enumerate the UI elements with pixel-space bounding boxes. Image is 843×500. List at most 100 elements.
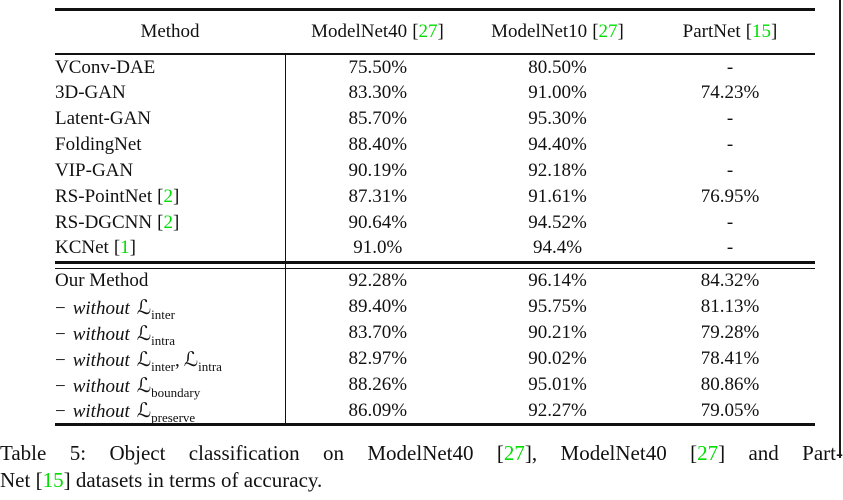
loss-symbol: ℒ [136, 296, 152, 319]
section-divider-rule [55, 260, 815, 269]
value-cell: 96.14% [528, 270, 587, 292]
value-cell: - [726, 212, 734, 233]
table-row: RS-DGCNN [2] 90.64% 94.52% - [55, 210, 815, 236]
header-method: Method [55, 8, 285, 55]
method-cell: − without ℒpreserve [55, 398, 286, 426]
value-cell: - [726, 134, 734, 155]
value-cell: 90.02% [528, 348, 587, 369]
citation: [27] [412, 21, 444, 42]
method-cell: − without ℒboundary [55, 372, 286, 400]
loss-subscript: preserve [151, 409, 196, 425]
ablation-row: − without ℒpreserve 86.09% 92.27% 79.05% [55, 398, 815, 426]
value-cell: 90.64% [348, 212, 408, 233]
value-cell: 79.28% [700, 322, 760, 343]
table-row: RS-PointNet [2] 87.31% 91.61% 76.95% [55, 184, 815, 210]
method-cell: Latent-GAN [55, 106, 286, 132]
ablation-row: − without ℒboundary 88.26% 95.01% 80.86% [55, 372, 815, 398]
minus-prefix: − [55, 297, 66, 319]
table-row: 3D-GAN 83.30% 91.00% 74.23% [55, 80, 815, 106]
value-cell: 88.26% [348, 374, 408, 395]
value-cell: 95.30% [528, 108, 587, 129]
value-cell: 82.97% [348, 348, 408, 369]
method-cell: VConv-DAE [55, 54, 286, 80]
value-cell: 86.09% [285, 398, 470, 426]
table-row: VConv-DAE 75.50% 80.50% - [55, 54, 815, 80]
value-cell: 94.52% [528, 212, 587, 233]
citation-number: 27 [503, 441, 525, 465]
header-modelnet10-label: ModelNet10 [491, 21, 588, 42]
minus-prefix: − [55, 375, 66, 397]
ablation-row: − without ℒinter 89.40% 95.75% 81.13% [55, 294, 815, 320]
header-method-label: Method [140, 21, 200, 42]
method-cell: − without ℒintra [55, 320, 286, 348]
table-row: VIP-GAN 90.19% 92.18% - [55, 158, 815, 184]
minus-prefix: − [55, 401, 66, 422]
value-cell: - [726, 108, 734, 129]
header-partnet: PartNet [15] [645, 8, 815, 55]
method-cell: VIP-GAN [55, 158, 286, 184]
minus-prefix: − [55, 323, 66, 345]
loss-subscript: intra [198, 358, 222, 374]
value-cell: 78.41% [700, 348, 760, 369]
value-cell: 85.70% [348, 108, 408, 129]
method-cell: KCNet [1] [55, 236, 286, 262]
page-edge-line [839, 0, 841, 458]
loss-symbol: ℒ [136, 322, 152, 345]
citation-number: 15 [752, 21, 772, 42]
citation-number: 1 [120, 237, 130, 259]
ablation-row: − without ℒinter, ℒintra 82.97% 90.02% 78.4… [55, 346, 815, 372]
minus-prefix: − [55, 349, 66, 371]
value-cell: 95.75% [528, 296, 587, 317]
value-cell: 80.50% [528, 56, 587, 78]
table-row: FoldingNet 88.40% 94.40% - [55, 132, 815, 158]
value-cell: 91.00% [528, 82, 587, 103]
value-cell: 83.70% [348, 322, 408, 343]
method-cell: Our Method [55, 268, 286, 294]
loss-subscript: intra [151, 332, 175, 348]
citation-number: 27 [598, 21, 618, 42]
value-cell: - [726, 56, 734, 78]
value-cell: 88.40% [348, 134, 408, 155]
method-cell: RS-DGCNN [2] [55, 210, 286, 236]
method-cell: 3D-GAN [55, 80, 286, 106]
loss-symbol: ℒ [136, 348, 152, 371]
value-cell: - [726, 237, 734, 259]
value-cell: 92.18% [528, 160, 587, 181]
citation: [15] [745, 21, 778, 42]
table-row: Latent-GAN 85.70% 95.30% - [55, 106, 815, 132]
loss-symbol: ℒ [183, 348, 199, 371]
value-cell: 79.05% [645, 398, 815, 426]
citation-number: 27 [418, 21, 438, 42]
header-partnet-label: PartNet [682, 21, 741, 42]
citation: [1] [113, 237, 136, 259]
value-cell: - [726, 160, 734, 181]
results-table: Method ModelNet40 [27] ModelNet10 [27] Par… [55, 8, 815, 426]
loss-subscript: inter [151, 358, 175, 374]
value-cell: 91.61% [528, 186, 587, 207]
value-cell: 94.40% [528, 134, 587, 155]
table-header-row: Method ModelNet40 [27] ModelNet10 [27] Par… [55, 8, 815, 55]
citation-number: 27 [697, 441, 719, 465]
header-modelnet40-label: ModelNet40 [311, 21, 408, 42]
citation-number: 15 [42, 468, 64, 492]
value-cell: 91.0% [353, 237, 403, 259]
value-cell: 74.23% [700, 82, 760, 103]
citation-number: 2 [163, 186, 173, 207]
loss-symbol: ℒ [136, 400, 152, 422]
method-cell: FoldingNet [55, 132, 286, 158]
value-cell: 90.21% [528, 322, 587, 343]
value-cell: 75.50% [348, 56, 408, 78]
value-cell: 80.86% [700, 374, 760, 395]
value-cell: 95.01% [528, 374, 587, 395]
value-cell: 84.32% [700, 270, 760, 292]
loss-subscript: boundary [151, 384, 201, 400]
value-cell: 89.40% [348, 296, 408, 317]
method-cell: − without ℒinter [55, 294, 286, 322]
citation: [2] [157, 212, 180, 233]
loss-subscript: inter [151, 306, 175, 322]
citation: [2] [157, 186, 180, 207]
method-cell: − without ℒinter, ℒintra [55, 346, 286, 374]
value-cell: 83.30% [348, 82, 408, 103]
table-caption: Table 5: Object classification on ModelN… [0, 440, 843, 494]
